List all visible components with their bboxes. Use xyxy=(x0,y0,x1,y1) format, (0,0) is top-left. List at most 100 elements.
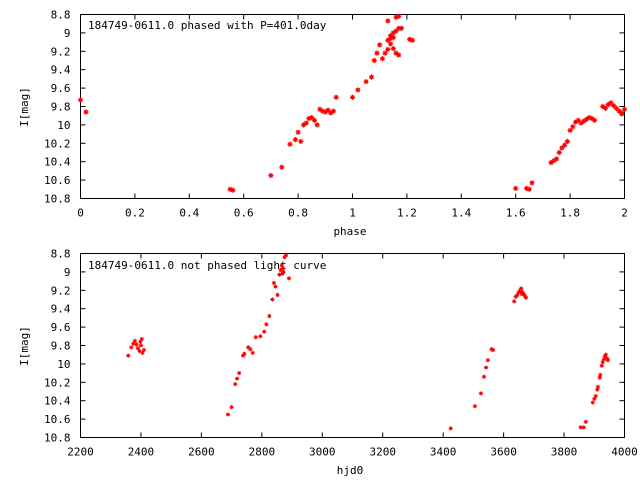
data-point xyxy=(616,108,622,114)
data-point xyxy=(253,335,258,340)
plot-frame xyxy=(80,14,625,199)
y-tick-label: 8.8 xyxy=(51,9,71,22)
x-axis-label: hjd0 xyxy=(337,464,364,477)
data-point xyxy=(581,118,587,124)
data-point xyxy=(586,114,592,121)
data-point xyxy=(271,280,277,286)
x-tick-label: 1.8 xyxy=(560,207,580,220)
y-tick-label: 9.6 xyxy=(51,82,71,95)
data-point xyxy=(611,102,617,109)
data-point xyxy=(407,36,413,42)
data-point xyxy=(233,382,238,387)
data-point xyxy=(280,271,285,276)
y-tick-label: 9.2 xyxy=(51,284,71,297)
y-tick-label: 9.4 xyxy=(51,64,71,77)
data-point xyxy=(248,347,253,352)
data-point xyxy=(306,115,312,122)
x-tick-label: 1 xyxy=(349,207,356,220)
x-axis-label: phase xyxy=(333,225,366,238)
y-tick-label: 9.2 xyxy=(51,45,71,58)
phased-light-curve-panel: 184749-0611.0 phased with P=401.0day pha… xyxy=(18,9,628,239)
data-point xyxy=(513,185,519,191)
y-tick-label: 10.8 xyxy=(44,193,71,206)
data-point xyxy=(322,109,328,115)
data-point xyxy=(363,79,369,85)
data-point xyxy=(317,106,323,112)
y-tick-label: 10.4 xyxy=(44,156,71,169)
data-point xyxy=(250,350,255,355)
y-tick-label: 10.2 xyxy=(44,376,71,389)
data-point xyxy=(270,297,275,302)
data-point xyxy=(559,145,565,151)
y-tick-label: 8.8 xyxy=(51,248,71,261)
x-tick-label: 0.6 xyxy=(234,207,254,220)
x-tick-label: 2600 xyxy=(188,446,215,459)
y-axis-label: I[mag] xyxy=(18,326,31,366)
data-point xyxy=(481,374,487,379)
data-point xyxy=(385,18,391,24)
data-point xyxy=(83,109,89,115)
data-point xyxy=(135,346,141,351)
data-point xyxy=(330,108,337,114)
data-point xyxy=(131,341,136,346)
x-tick-label: 0.4 xyxy=(179,207,199,220)
data-point xyxy=(368,74,375,80)
data-point xyxy=(387,41,394,47)
data-point xyxy=(138,343,144,348)
data-point xyxy=(583,419,588,424)
data-point xyxy=(374,50,380,56)
data-point xyxy=(590,400,595,405)
data-point xyxy=(396,25,402,31)
x-tick-label: 2400 xyxy=(128,446,155,459)
x-tick-label: 2800 xyxy=(249,446,276,459)
data-point xyxy=(300,122,307,128)
data-point xyxy=(608,100,614,106)
data-point xyxy=(599,363,604,368)
x-tick-label: 1.6 xyxy=(506,207,526,220)
data-point xyxy=(570,124,576,130)
data-point xyxy=(592,396,597,401)
data-point xyxy=(264,322,269,327)
data-point xyxy=(385,37,391,43)
data-point xyxy=(309,114,315,121)
data-point xyxy=(595,384,601,389)
x-tick-label: 0 xyxy=(77,207,84,220)
y-tick-label: 10.6 xyxy=(44,174,71,187)
data-point xyxy=(472,404,477,409)
unphased-light-curve-panel: 184749-0611.0 not phased light curve hjd… xyxy=(18,248,638,478)
data-point xyxy=(393,28,399,34)
x-tick-label: 3400 xyxy=(430,446,457,459)
data-point xyxy=(138,339,143,344)
data-point xyxy=(77,97,84,103)
y-tick-label: 9 xyxy=(64,266,71,279)
data-point xyxy=(519,291,524,297)
data-point xyxy=(385,46,391,53)
data-point xyxy=(603,352,608,357)
data-point xyxy=(393,50,399,56)
data-point xyxy=(382,50,388,56)
y-tick-label: 10.6 xyxy=(44,413,71,426)
data-point xyxy=(551,158,557,164)
data-point xyxy=(325,107,331,113)
data-point xyxy=(572,119,579,125)
data-point xyxy=(578,425,583,430)
y-tick-label: 9.6 xyxy=(51,321,71,334)
data-point xyxy=(240,353,246,358)
y-tick-label: 10.8 xyxy=(44,432,71,445)
data-point xyxy=(396,52,402,58)
data-point xyxy=(556,149,562,156)
data-point xyxy=(553,156,560,162)
x-tick-label: 3800 xyxy=(551,446,578,459)
data-point xyxy=(295,129,301,135)
data-point xyxy=(287,141,293,147)
data-point xyxy=(597,375,602,380)
data-point xyxy=(282,255,287,260)
data-point xyxy=(523,295,529,300)
data-point xyxy=(278,267,283,273)
data-point xyxy=(139,336,144,342)
data-point xyxy=(448,426,453,431)
data-point xyxy=(613,105,619,111)
y-axis-label: I[mag] xyxy=(18,87,31,127)
y-tick-label: 9.8 xyxy=(51,101,71,114)
data-point xyxy=(390,30,396,36)
